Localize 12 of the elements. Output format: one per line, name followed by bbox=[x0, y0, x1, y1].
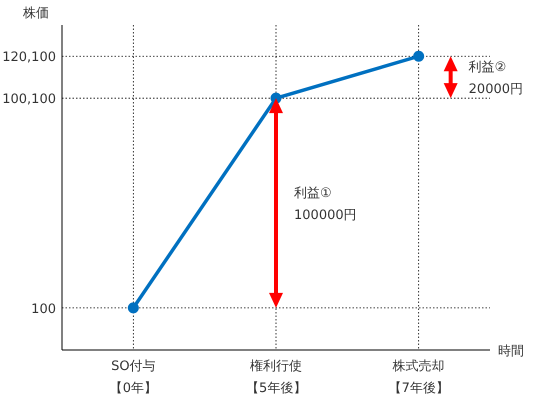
x-tick-label: SO付与【0年】 bbox=[108, 358, 158, 398]
y-tick-label: 100 bbox=[31, 302, 56, 317]
x-tick-label: 株式売却【7年後】 bbox=[388, 358, 449, 398]
x-axis-title: 時間 bbox=[498, 344, 524, 359]
point bbox=[128, 302, 139, 314]
y-axis-title: 株価 bbox=[22, 6, 49, 21]
y-tick-label: 120,100 bbox=[2, 50, 56, 66]
point bbox=[413, 50, 424, 62]
annotation: 利益② 20000円 bbox=[468, 60, 524, 98]
annotation: 利益① 100000円 bbox=[294, 186, 357, 224]
y-tick-label: 100,100 bbox=[2, 92, 56, 108]
x-tick-label: 権利行使【5年後】 bbox=[246, 358, 306, 398]
